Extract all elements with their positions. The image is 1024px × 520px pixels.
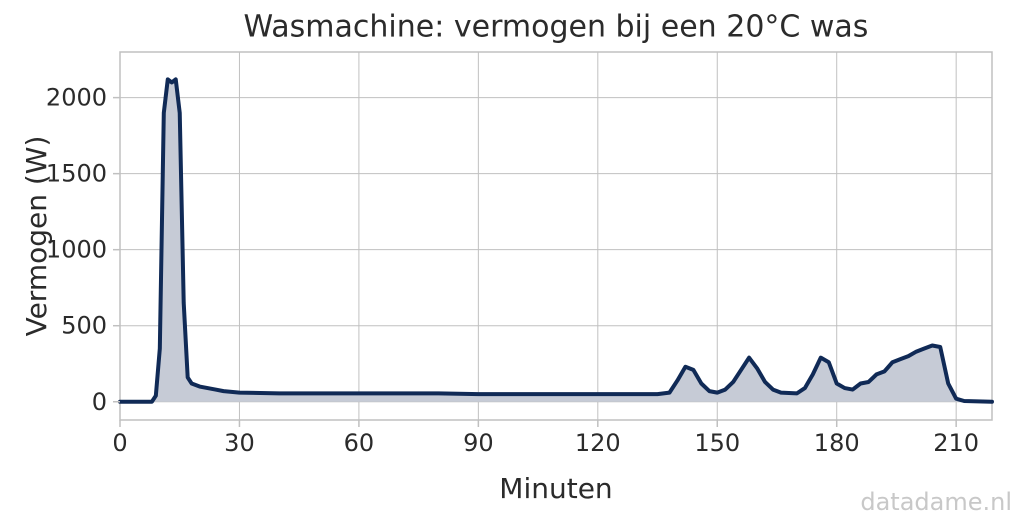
ytick-label: 2000 bbox=[46, 84, 107, 112]
ytick-label: 1500 bbox=[46, 160, 107, 188]
chart-svg: 0 30 60 90 120 150 180 210 0 500 1000 1500 2000 Minut… bbox=[0, 0, 1024, 520]
xtick-label: 0 bbox=[112, 429, 127, 457]
power-chart: 0 30 60 90 120 150 180 210 0 500 1000 1500 2000 Minut… bbox=[0, 0, 1024, 520]
xtick-label: 120 bbox=[575, 429, 621, 457]
ytick-label: 500 bbox=[61, 312, 107, 340]
y-axis-label: Vermogen (W) bbox=[20, 136, 53, 337]
ytick-label: 1000 bbox=[46, 236, 107, 264]
watermark: datadame.nl bbox=[860, 488, 1012, 516]
xtick-label: 180 bbox=[814, 429, 860, 457]
xtick-label: 90 bbox=[463, 429, 494, 457]
ytick-label: 0 bbox=[92, 388, 107, 416]
x-axis-label: Minuten bbox=[499, 472, 612, 505]
chart-title: Wasmachine: vermogen bij een 20°C was bbox=[244, 10, 869, 45]
xtick-label: 60 bbox=[344, 429, 375, 457]
xtick-label: 30 bbox=[224, 429, 255, 457]
xtick-label: 210 bbox=[933, 429, 979, 457]
xtick-label: 150 bbox=[694, 429, 740, 457]
